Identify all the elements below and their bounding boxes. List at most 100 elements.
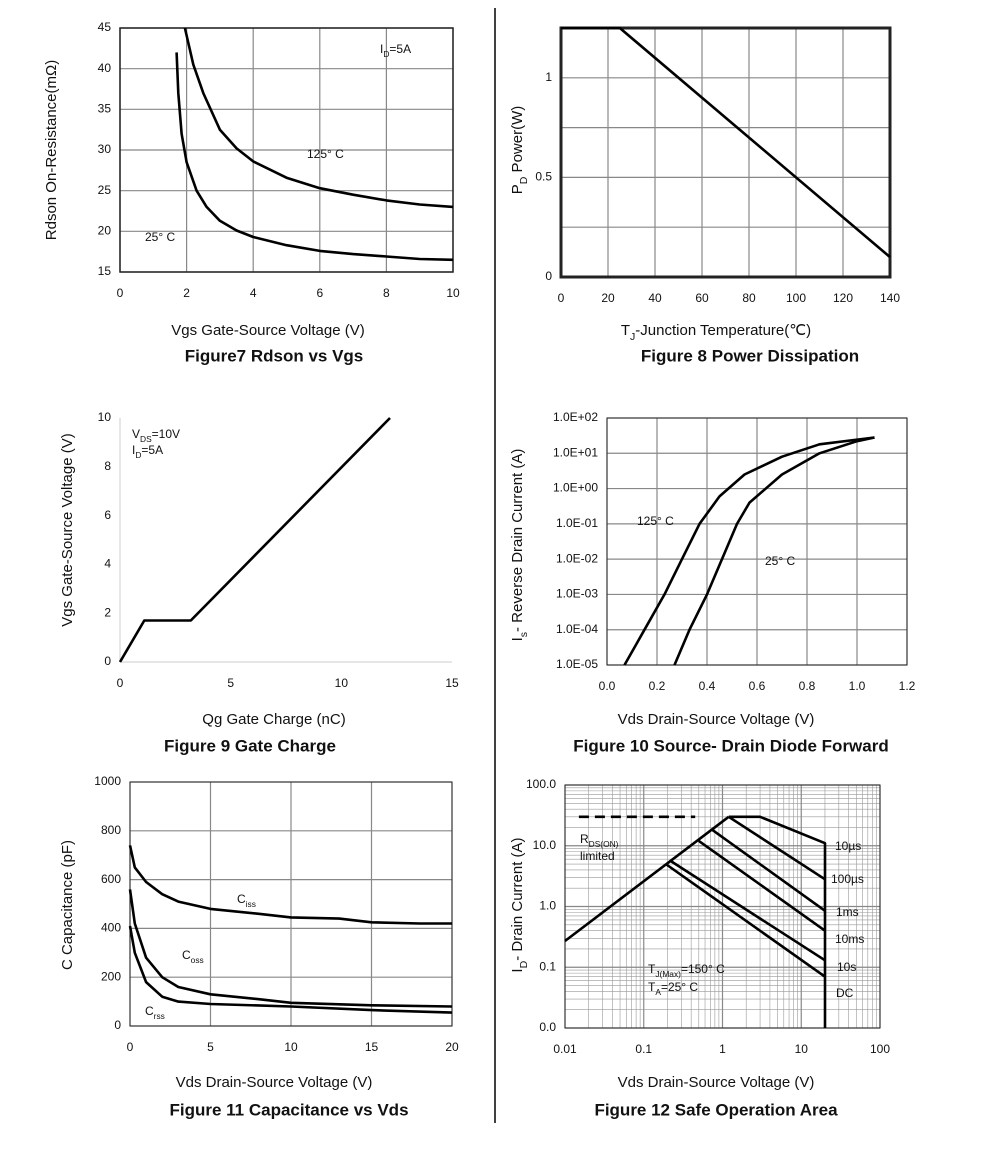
figure-caption: Figure7 Rdson vs Vgs (185, 346, 364, 365)
plot-frame (129, 781, 453, 1027)
chart: 0 200 400 600 800 1000 0 5 10 15 20 (94, 774, 459, 1054)
x-tick-label: 15 (365, 1040, 379, 1054)
series-label: 1ms (836, 905, 859, 919)
x-tick-label: 0 (117, 676, 124, 690)
text-part: =25° C (661, 980, 698, 994)
x-tick-label: 1.0 (849, 679, 866, 693)
y-tick-label: 0 (545, 269, 552, 283)
series-label: Coss (182, 948, 204, 965)
x-tick-label: 1 (719, 1042, 726, 1056)
y-tick-label: 4 (104, 557, 111, 571)
y-tick-label: 100.0 (526, 777, 556, 791)
series-line (698, 839, 826, 932)
chart: 100.0 10.0 1.0 0.1 0.0 0.01 0.1 1 10 100 (526, 777, 890, 1056)
x-tick-label: 0 (558, 291, 565, 305)
x-tick-label: 60 (695, 291, 709, 305)
x-tick-label: 120 (833, 291, 853, 305)
plot-frame (119, 27, 454, 273)
y-axis-label: ID- Drain Current (A) (509, 837, 530, 972)
x-tick-label: 8 (383, 286, 390, 300)
y-axis-label: C Capacitance (pF) (59, 840, 76, 970)
x-tick-label: 15 (445, 676, 459, 690)
series-label: Crss (145, 1004, 165, 1021)
x-tick-label: 0 (127, 1040, 134, 1054)
x-axis-label: TJ-Junction Temperature(℃) (621, 322, 811, 343)
y-tick-label: 8 (104, 459, 111, 473)
annotation: RDS(ON) (580, 832, 619, 849)
text-part: =10V (152, 427, 180, 441)
text-part: J (630, 331, 635, 343)
x-tick-label: 1.2 (899, 679, 916, 693)
series-line (175, 52, 454, 262)
text-part: =5A (389, 42, 411, 56)
x-axis-label: Vds Drain-Source Voltage (V) (176, 1074, 373, 1091)
x-axis-label: Qg Gate Charge (nC) (202, 711, 345, 728)
x-tick-label: 10 (795, 1042, 809, 1056)
figure-caption: Figure 10 Source- Drain Diode Forward (573, 736, 889, 755)
series-label: 125° C (307, 147, 344, 161)
series-label: 10µs (835, 839, 861, 853)
y-tick-label: 1.0E-01 (556, 516, 598, 530)
chart: 1.0E+02 1.0E+01 1.0E+00 1.0E-01 1.0E-02 1.0E-… (553, 410, 916, 693)
series-line (128, 889, 453, 1008)
x-tick-label: 6 (316, 286, 323, 300)
x-tick-label: 4 (250, 286, 257, 300)
series-line (728, 815, 827, 1028)
text-part: =150° C (681, 962, 725, 976)
x-tick-label: 140 (880, 291, 900, 305)
annotation: VDS=10V (132, 427, 180, 444)
y-tick-label: 35 (98, 102, 112, 116)
series-label: 25° C (145, 230, 175, 244)
y-tick-label: 1.0E-04 (556, 622, 598, 636)
text-part: DS (140, 434, 152, 444)
y-tick-label: 10 (98, 410, 112, 424)
x-tick-label: 0.0 (599, 679, 616, 693)
text-part: R (580, 832, 589, 846)
x-tick-label: 0 (117, 286, 124, 300)
text-part: Power(W) (509, 106, 526, 177)
text-part: T (621, 322, 630, 339)
x-tick-label: 0.1 (635, 1042, 652, 1056)
figure-caption: Figure 12 Safe Operation Area (594, 1100, 838, 1119)
series-line (727, 815, 826, 881)
plot-frame (559, 26, 892, 279)
y-tick-label: 6 (104, 508, 111, 522)
x-tick-label: 10 (284, 1040, 298, 1054)
chart: 15 20 25 30 35 40 45 0 2 4 6 8 10 (98, 20, 460, 300)
series-label: 25° C (765, 554, 795, 568)
x-tick-label: 10 (335, 676, 349, 690)
y-tick-label: 0 (104, 654, 111, 668)
y-tick-label: 25 (98, 183, 112, 197)
annotation: ID=5A (132, 443, 163, 460)
x-tick-label: 40 (648, 291, 662, 305)
text-part: D (518, 176, 530, 184)
series-line (673, 436, 875, 666)
series-label: Ciss (237, 892, 256, 909)
y-tick-label: 0.0 (539, 1020, 556, 1034)
text-part: P (509, 184, 526, 194)
x-tick-label: 80 (742, 291, 756, 305)
series-line (128, 845, 452, 925)
y-tick-label: 40 (98, 61, 112, 75)
y-tick-label: 0.5 (535, 170, 552, 184)
y-tick-label: 45 (98, 20, 112, 34)
x-axis-label: Vds Drain-Source Voltage (V) (618, 1074, 815, 1091)
y-tick-label: 400 (101, 921, 121, 935)
text-part: - Drain Current (A) (509, 837, 526, 960)
y-tick-label: 20 (98, 224, 112, 238)
x-tick-label: 0.8 (799, 679, 816, 693)
text-part: s (518, 632, 530, 637)
y-tick-label: 1.0 (539, 899, 556, 913)
y-tick-label: 800 (101, 823, 121, 837)
x-tick-label: 5 (227, 676, 234, 690)
y-tick-label: 1.0E+00 (553, 481, 598, 495)
x-tick-label: 0.2 (649, 679, 666, 693)
figure-caption: Figure 11 Capacitance vs Vds (169, 1100, 408, 1119)
text-part: -Junction Temperature(℃) (635, 322, 811, 339)
x-tick-label: 0.01 (553, 1042, 577, 1056)
y-tick-label: 0 (114, 1018, 121, 1032)
text-part: I (132, 443, 135, 457)
y-axis-label: Is- Reverse Drain Current (A) (509, 449, 530, 642)
text-part: rss (154, 1011, 165, 1021)
